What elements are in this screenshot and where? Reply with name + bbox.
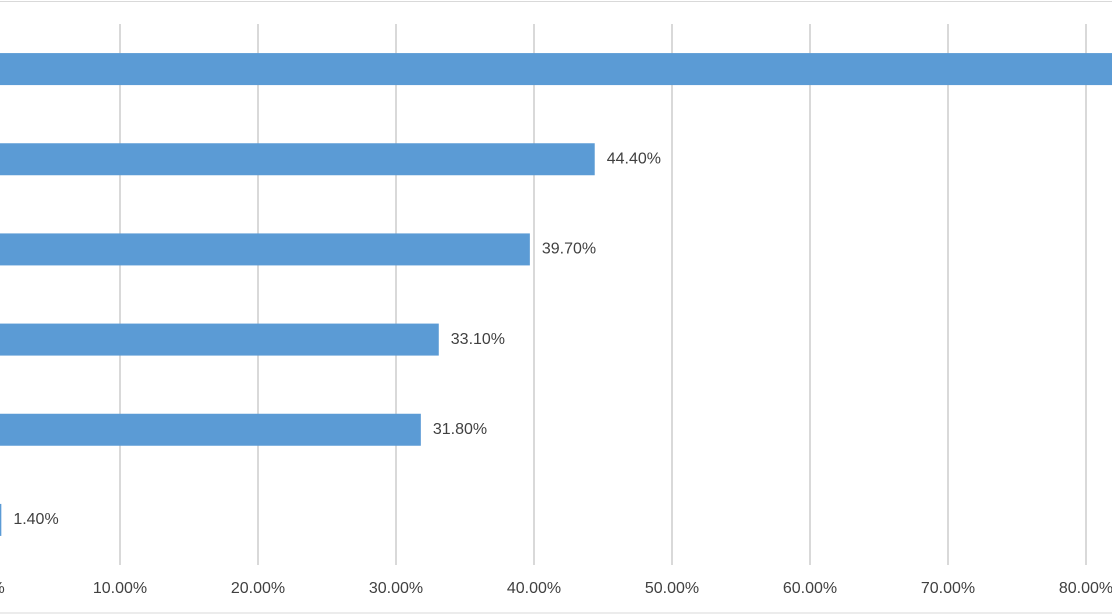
bar xyxy=(0,53,1112,86)
value-label: 33.10% xyxy=(451,331,505,348)
x-tick-label: 50.00% xyxy=(645,580,699,597)
x-tick-label: 70.00% xyxy=(921,580,975,597)
x-tick-label: 40.00% xyxy=(507,580,561,597)
x-tick-label: 80.00% xyxy=(1059,580,1112,597)
x-tick-label: 60.00% xyxy=(783,580,837,597)
bar xyxy=(0,323,439,356)
x-tick-label: 10.00% xyxy=(93,580,147,597)
bar xyxy=(0,143,595,176)
bar xyxy=(0,233,530,266)
x-tick-label: 0.00% xyxy=(0,580,5,597)
value-label: 44.40% xyxy=(607,150,661,167)
value-label: 39.70% xyxy=(542,241,596,258)
bar xyxy=(0,413,421,446)
x-tick-label: 30.00% xyxy=(369,580,423,597)
bar xyxy=(0,503,2,536)
value-label: 1.40% xyxy=(13,511,58,528)
value-label: 31.80% xyxy=(433,421,487,438)
x-tick-label: 20.00% xyxy=(231,580,285,597)
